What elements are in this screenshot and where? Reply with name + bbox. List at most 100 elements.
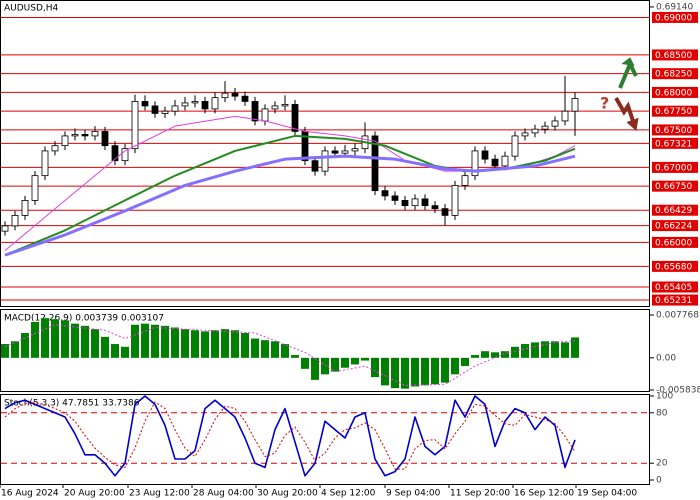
level-label-box xyxy=(652,49,698,61)
candle-body xyxy=(161,110,169,114)
candle-body xyxy=(451,185,459,216)
bar xyxy=(81,325,89,358)
level-label-box xyxy=(652,180,698,192)
stoch-panel-frame xyxy=(0,394,650,485)
bar xyxy=(571,337,579,358)
bar xyxy=(181,329,189,358)
bar xyxy=(521,344,529,358)
candle-body xyxy=(371,135,379,192)
bar xyxy=(61,320,69,358)
x-tick-label: 4 Sep 12:00 xyxy=(321,489,376,499)
candle-body xyxy=(511,135,519,157)
level-label-box xyxy=(652,294,698,306)
x-tick-label: 11 Sep 20:00 xyxy=(450,489,510,499)
candle-body xyxy=(41,150,49,177)
bar xyxy=(211,330,219,358)
candle-body xyxy=(251,101,259,122)
level-label-box xyxy=(652,124,698,136)
series-line xyxy=(4,134,576,257)
bar xyxy=(301,357,309,369)
bar xyxy=(41,318,49,358)
bar xyxy=(411,357,419,387)
x-tick-label: 19 Sep 04:00 xyxy=(577,489,637,499)
candle-body xyxy=(61,135,69,147)
x-tick-label: 20 Aug 20:00 xyxy=(64,489,125,499)
candle-body xyxy=(81,134,89,137)
y-tick-label: 0 xyxy=(656,476,662,486)
y-tick-label: 100 xyxy=(656,392,673,402)
candle-body xyxy=(571,98,579,112)
candle-body xyxy=(51,145,59,152)
candle-body xyxy=(261,108,269,122)
candle-body xyxy=(531,128,539,134)
bar xyxy=(71,323,79,358)
candle-body xyxy=(281,104,289,107)
series-line xyxy=(4,154,576,257)
level-label: 0.66224 xyxy=(655,222,692,232)
candle-body xyxy=(441,208,449,216)
bar xyxy=(341,357,349,368)
bar xyxy=(321,357,329,375)
chart-title: AUDUSD,H4 xyxy=(4,4,59,14)
main-panel-frame xyxy=(0,0,650,307)
candle-body xyxy=(401,200,409,207)
candle-body xyxy=(11,214,19,227)
series-line xyxy=(4,401,576,470)
bar xyxy=(151,324,159,358)
x-tick-label: 9 Sep 04:00 xyxy=(386,489,441,499)
candle-body xyxy=(291,104,299,132)
candle-body xyxy=(491,158,499,167)
candle-body xyxy=(521,132,529,137)
x-tick-label: 30 Aug 20:00 xyxy=(257,489,318,499)
bar xyxy=(21,333,29,358)
candle-body xyxy=(231,92,239,97)
x-tick-label: 28 Aug 04:00 xyxy=(193,489,254,499)
bar xyxy=(421,357,429,386)
bar xyxy=(91,329,99,358)
y-tick-label: 0.69140 xyxy=(656,2,693,12)
down-arrow-head xyxy=(626,117,639,131)
y-tick-label: 20 xyxy=(656,459,668,469)
candle-body xyxy=(211,97,219,110)
level-label: 0.66429 xyxy=(655,206,692,216)
candle-body xyxy=(471,150,479,177)
level-label-box xyxy=(652,137,698,149)
bar xyxy=(541,341,549,358)
x-tick-label: 16 Sep 12:00 xyxy=(514,489,574,499)
level-label-box xyxy=(652,68,698,80)
level-label-box xyxy=(652,236,698,248)
candle-body xyxy=(351,148,359,152)
candle-body xyxy=(71,134,79,137)
series-line xyxy=(4,324,576,386)
bar xyxy=(311,357,319,380)
level-label-box xyxy=(652,105,698,117)
bar xyxy=(281,344,289,358)
level-label: 0.66750 xyxy=(655,182,692,192)
up-arrow-head xyxy=(621,57,635,67)
level-label: 0.65405 xyxy=(655,283,692,293)
candle-body xyxy=(91,131,99,137)
bar xyxy=(241,333,249,358)
bar xyxy=(221,329,229,358)
level-label: 0.68500 xyxy=(655,51,692,61)
candle-body xyxy=(551,120,559,127)
candle-body xyxy=(171,105,179,112)
bar xyxy=(481,351,489,358)
bar xyxy=(11,341,19,358)
bar xyxy=(1,344,9,358)
level-label: 0.68250 xyxy=(655,70,692,80)
candle-body xyxy=(191,101,199,104)
bar xyxy=(141,323,149,358)
candle-body xyxy=(411,198,419,207)
y-tick-label: 0.00 xyxy=(656,353,676,363)
candle-body xyxy=(391,195,399,201)
level-label-box xyxy=(652,204,698,216)
candle-body xyxy=(381,190,389,197)
level-label-box xyxy=(652,86,698,98)
candle-body xyxy=(561,110,569,122)
bar xyxy=(441,357,449,383)
candle-body xyxy=(201,101,209,110)
level-label: 0.67500 xyxy=(655,126,692,136)
